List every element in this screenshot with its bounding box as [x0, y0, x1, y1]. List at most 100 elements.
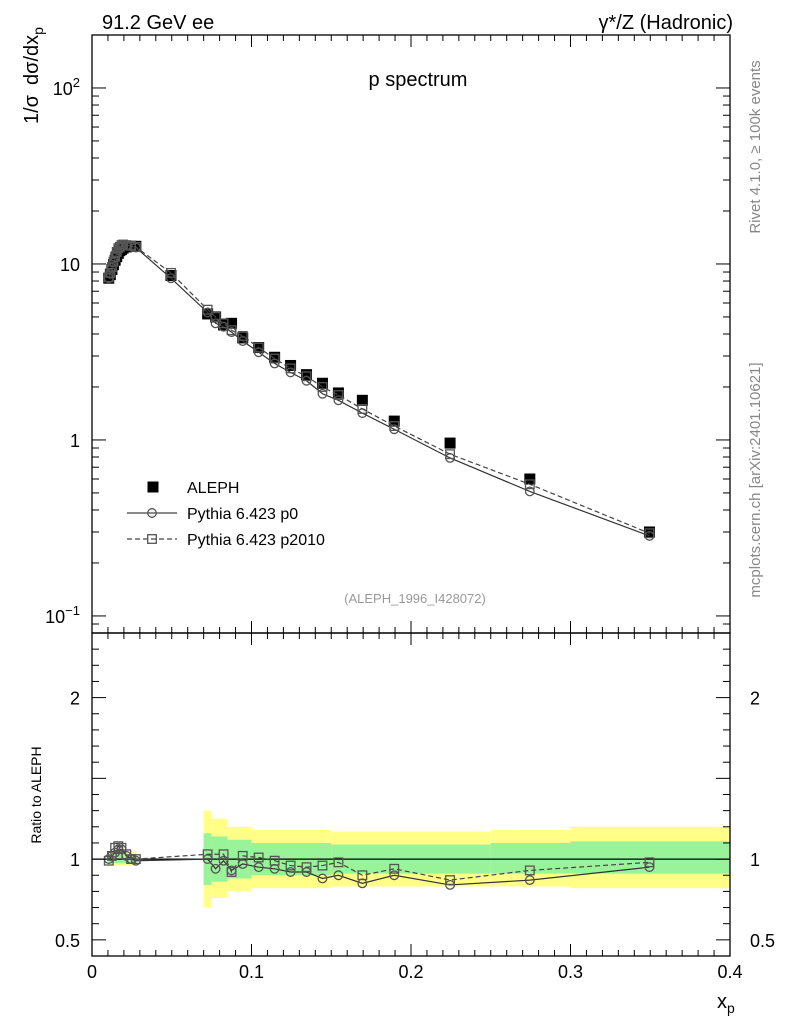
ratio-point-s1-11 — [237, 850, 248, 861]
x-tick-label-2: 0.2 — [398, 962, 423, 982]
ratio-tick-label-right-1: 1 — [750, 850, 760, 870]
legend-marker-1 — [147, 508, 157, 518]
ratio-point-s1-22 — [644, 857, 655, 868]
main-point-s0-18 — [237, 332, 249, 344]
labels-layer: 91.2 GeV ee γ*/Z (Hadronic) p spectrum (… — [21, 12, 764, 1016]
x-tick-label-3: 0.3 — [558, 962, 583, 982]
mcplots-label: mcplots.cern.ch [arXiv:2401.10621] — [747, 362, 764, 597]
ylabel-dsig: dσ/dxp — [21, 27, 46, 85]
watermark: (ALEPH_1996_I428072) — [344, 591, 486, 606]
header-left: 91.2 GeV ee — [102, 12, 214, 34]
ylabel-main: dσ/dx — [21, 35, 43, 85]
ratio-point-s0-18 — [333, 870, 344, 881]
ratio-ylabel: Ratio to ALEPH — [28, 746, 44, 843]
ratio-tick-label-left-1: 1 — [70, 850, 80, 870]
main-point-s0-24 — [332, 387, 344, 399]
y-tick-label-3: 102 — [53, 75, 80, 99]
main-point-s0-27 — [444, 437, 456, 449]
main-point-s2-21 — [285, 363, 296, 374]
main-point-s2-12 — [130, 241, 141, 252]
main-point-s2-27 — [445, 449, 456, 460]
main-point-s0-17 — [226, 317, 238, 329]
main-point-s1-13 — [166, 273, 176, 284]
main-point-s2-26 — [389, 421, 400, 431]
main-point-s2-29 — [644, 528, 655, 539]
ratio-point-s0-20 — [389, 870, 400, 881]
main-point-s2-24 — [333, 390, 344, 400]
main-point-s2-1 — [105, 267, 116, 278]
main-point-s2-22 — [301, 371, 312, 382]
ratio-point-s0-9 — [210, 863, 221, 874]
ratio-data-layer — [92, 810, 730, 908]
ylabel-sub: p — [30, 27, 46, 35]
ratio-point-s1-16 — [317, 860, 328, 871]
ratio-point-s1-9 — [218, 849, 229, 860]
legend-label-2: Pythia 6.423 p2010 — [187, 532, 325, 549]
main-point-s1-24 — [333, 395, 344, 406]
main-ylabel: 1/σ dσ/dxp — [21, 27, 46, 124]
ratio-point-s1-13 — [269, 855, 280, 866]
xlabel-sub: p — [727, 1000, 735, 1016]
main-point-s0-21 — [285, 359, 297, 371]
ratio-point-s0-13 — [253, 862, 264, 873]
rivet-label: Rivet 4.1.0, ≥ 100k events — [747, 60, 764, 233]
main-point-s0-28 — [524, 473, 536, 485]
main-point-s2-16 — [218, 318, 229, 329]
ratio-point-s1-17 — [333, 857, 344, 868]
x-tick-label-4: 0.4 — [717, 962, 742, 982]
ratio-point-s1-2 — [110, 842, 121, 853]
x-tick-label-1: 0.1 — [239, 962, 264, 982]
y-tick-label-2: 10 — [60, 255, 80, 275]
x-tick-label-0: 0 — [87, 962, 97, 982]
ratio-point-s1-3 — [113, 841, 124, 852]
main-point-s2-28 — [524, 479, 535, 490]
main-point-s2-19 — [253, 342, 264, 353]
header-right: γ*/Z (Hadronic) — [599, 12, 733, 34]
main-point-s2-7 — [114, 241, 125, 252]
ratio-tick-label-left-0: 0.5 — [55, 931, 80, 951]
main-point-s0-20 — [269, 351, 281, 363]
ticks-layer: 0 0.1 0.2 0.3 0.4 10−1 1 10 102 0.5 0.5 1 1 2 2 — [45, 34, 775, 982]
ratio-point-s1-15 — [301, 862, 312, 873]
ratio-frame — [91, 632, 731, 957]
ratio-tick-label-right-0: 0.5 — [750, 931, 775, 951]
ratio-point-s1-20 — [445, 875, 456, 886]
main-point-s2-14 — [202, 304, 213, 315]
xlabel-main: x — [717, 991, 727, 1013]
main-point-s2-2 — [106, 262, 117, 273]
ratio-point-s1-18 — [357, 870, 368, 881]
legend: ALEPH Pythia 6.423 p0 Pythia 6.423 p2010 — [127, 480, 325, 549]
main-point-s0-16 — [218, 319, 230, 331]
ratio-point-s1-12 — [253, 852, 264, 863]
ylabel-norm: 1/σ — [21, 94, 43, 124]
y-tick-label-0: 10−1 — [45, 603, 80, 627]
y-tick-label-1: 1 — [70, 431, 80, 451]
main-point-s2-17 — [226, 325, 237, 336]
ratio-tick-label-right-2: 2 — [750, 689, 760, 709]
main-title: p spectrum — [369, 69, 468, 91]
main-point-s0-13 — [165, 269, 177, 281]
ratio-point-s1-19 — [389, 863, 400, 874]
ratio-point-s1-14 — [285, 860, 296, 871]
main-point-s0-22 — [301, 369, 313, 381]
ratio-point-s1-21 — [524, 865, 535, 876]
main-point-s2-13 — [166, 267, 176, 278]
main-point-s2-15 — [210, 311, 221, 322]
ratio-point-s0-17 — [317, 873, 328, 884]
main-point-s0-25 — [356, 394, 368, 406]
main-point-s1-23 — [317, 388, 328, 399]
main-point-s2-20 — [269, 353, 280, 364]
main-point-s2-25 — [357, 404, 368, 414]
ratio-point-s1-8 — [202, 849, 213, 860]
main-point-s1-28 — [524, 486, 535, 497]
legend-marker-2 — [147, 534, 157, 544]
ratio-point-s1-10 — [226, 867, 237, 877]
main-data-layer — [103, 239, 655, 541]
ratio-line-0 — [108, 848, 650, 886]
ratio-line-1 — [108, 845, 650, 881]
ratio-tick-label-left-2: 2 — [70, 689, 80, 709]
ratio-point-s0-10 — [218, 855, 229, 866]
legend-label-1: Pythia 6.423 p0 — [187, 506, 298, 523]
ratio-point-s0-15 — [285, 867, 296, 877]
